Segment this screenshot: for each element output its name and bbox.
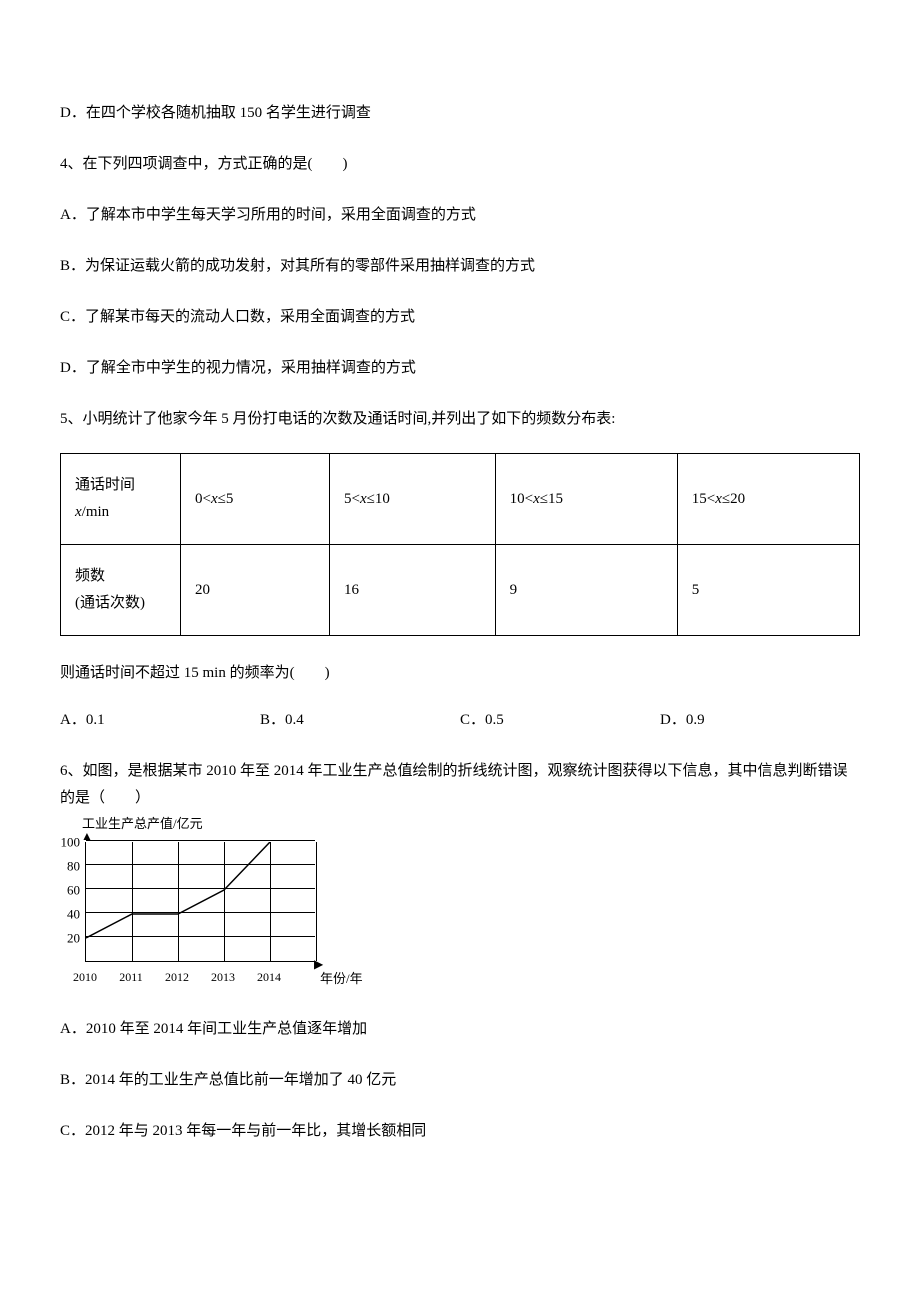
q6-option-b: B．2014 年的工业生产总值比前一年增加了 40 亿元	[60, 1067, 860, 1094]
x-tick-label: 2010	[73, 967, 97, 989]
q4-option-c: C．了解某市每天的流动人口数，采用全面调查的方式	[60, 304, 860, 331]
y-tick-label: 20	[67, 926, 80, 949]
row1-header: 通话时间 x/min	[61, 454, 181, 545]
q4-stem: 4、在下列四项调查中，方式正确的是( )	[60, 151, 860, 178]
q5-option-d: D．0.9	[660, 707, 860, 734]
y-tick-label: 80	[67, 854, 80, 877]
table-row: 通话时间 x/min 0<x≤5 5<x≤10 10<x≤15 15<x≤20	[61, 454, 860, 545]
interval-3: 10<x≤15	[495, 454, 677, 545]
x-tick-label: 2011	[119, 967, 143, 989]
y-tick-label: 40	[67, 902, 80, 925]
row2-label-line2: (通话次数)	[75, 590, 166, 617]
q5-stem: 5、小明统计了他家今年 5 月份打电话的次数及通话时间,并列出了如下的频数分布表…	[60, 406, 860, 433]
chart-x-title: 年份/年	[320, 967, 363, 990]
q4-option-d: D．了解全市中学生的视力情况，采用抽样调查的方式	[60, 355, 860, 382]
x-tick-label: 2012	[165, 967, 189, 989]
x-tick-label: 2013	[211, 967, 235, 989]
q5-options: A．0.1 B．0.4 C．0.5 D．0.9	[60, 707, 860, 734]
freq-1: 20	[181, 545, 330, 636]
chart-line	[86, 842, 316, 962]
interval-4: 15<x≤20	[677, 454, 859, 545]
table-row: 频数 (通话次数) 20 16 9 5	[61, 545, 860, 636]
line-chart: 工业生产总产值/亿元 ▲ 20406080100 ▶ 2010201120122…	[60, 832, 360, 992]
freq-2: 16	[330, 545, 496, 636]
q5-option-b: B．0.4	[260, 707, 460, 734]
chart-area: ▲ 20406080100 ▶ 20102011201220132014 年份/…	[60, 832, 360, 992]
q6-stem: 6、如图，是根据某市 2010 年至 2014 年工业生产总值绘制的折线统计图，…	[60, 758, 860, 812]
q6-option-a: A．2010 年至 2014 年间工业生产总值逐年增加	[60, 1016, 860, 1043]
interval-2: 5<x≤10	[330, 454, 496, 545]
chart-grid	[85, 842, 315, 962]
interval-1: 0<x≤5	[181, 454, 330, 545]
y-tick-label: 100	[61, 830, 81, 853]
y-axis-labels: 20406080100	[50, 832, 80, 962]
q3-option-d: D．在四个学校各随机抽取 150 名学生进行调查	[60, 100, 860, 127]
y-tick-label: 60	[67, 878, 80, 901]
q4-option-b: B．为保证运载火箭的成功发射，对其所有的零部件采用抽样调查的方式	[60, 253, 860, 280]
q5-after: 则通话时间不超过 15 min 的频率为( )	[60, 660, 860, 687]
q5-option-a: A．0.1	[60, 707, 260, 734]
row2-label-line1: 频数	[75, 563, 166, 590]
q5-option-c: C．0.5	[460, 707, 660, 734]
q4-option-a: A．了解本市中学生每天学习所用的时间，采用全面调查的方式	[60, 202, 860, 229]
row1-label-line2: x/min	[75, 499, 166, 526]
frequency-table: 通话时间 x/min 0<x≤5 5<x≤10 10<x≤15 15<x≤20 …	[60, 453, 860, 636]
x-tick-label: 2014	[257, 967, 281, 989]
freq-3: 9	[495, 545, 677, 636]
freq-4: 5	[677, 545, 859, 636]
row1-label-line1: 通话时间	[75, 472, 166, 499]
q6-option-c: C．2012 年与 2013 年每一年与前一年比，其增长额相同	[60, 1118, 860, 1145]
row2-header: 频数 (通话次数)	[61, 545, 181, 636]
